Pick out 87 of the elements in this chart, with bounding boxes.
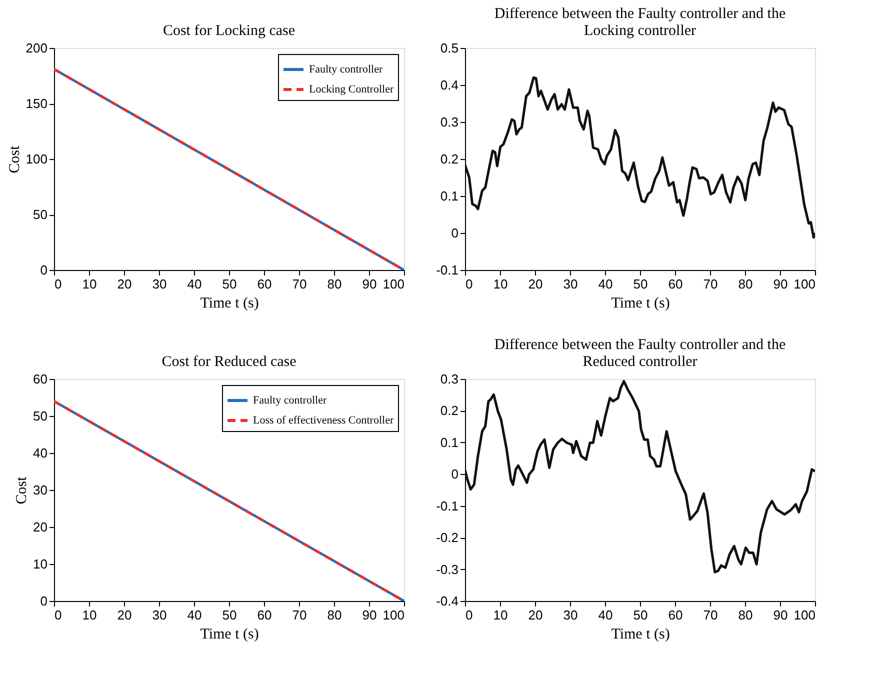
y-axis-title: Cost (6, 144, 23, 174)
y-tick-label: -0.1 (436, 262, 458, 278)
y-tick-label: 0.5 (440, 40, 458, 56)
y-tick-label: 30 (33, 482, 48, 498)
x-tick-label: 0 (54, 608, 62, 622)
y-tick-label: 0 (451, 466, 458, 482)
line-series (465, 76, 815, 239)
x-tick-label: 70 (292, 276, 307, 292)
x-tick-label: 50 (222, 608, 237, 622)
x-tick-label: 0 (466, 608, 473, 622)
chart-title: Cost for Reduced case (162, 354, 297, 370)
x-tick-label: 80 (738, 608, 753, 622)
x-tick-label: 30 (152, 608, 167, 622)
x-tick-label: 40 (598, 276, 613, 292)
y-tick-label: 50 (33, 207, 48, 222)
x-tick-label: 90 (362, 608, 377, 622)
legend-label: Faulty controller (253, 394, 327, 406)
x-tick-label: 20 (528, 276, 543, 292)
x-tick-label: 90 (362, 276, 377, 292)
y-tick-label: -0.4 (436, 594, 458, 608)
y-tick-label: -0.3 (436, 562, 458, 577)
y-tick-label: 0.3 (440, 372, 458, 386)
y-tick-label: 0.2 (440, 403, 458, 418)
x-tick-label: 100 (794, 276, 816, 292)
x-tick-label: 80 (327, 608, 342, 622)
y-tick-label: 0.4 (440, 78, 458, 92)
y-tick-label: -0.2 (436, 530, 458, 546)
y-tick-label: 100 (26, 152, 48, 166)
x-tick-label: 70 (703, 276, 718, 292)
x-tick-label: 100 (382, 276, 404, 292)
y-tick-label: 10 (33, 556, 48, 572)
x-tick-label: 20 (117, 276, 132, 292)
legend-label: Loss of effectiveness Controller (253, 414, 394, 426)
y-tick-label: 0.1 (440, 434, 458, 450)
y-tick-label: 150 (26, 96, 48, 111)
x-axis-title: Time t (s) (200, 296, 259, 312)
x-tick-label: 90 (773, 608, 788, 622)
y-tick-label: 0.2 (440, 152, 458, 166)
legend-label: Locking Controller (309, 84, 394, 96)
x-tick-label: 100 (794, 608, 816, 622)
x-tick-label: 70 (292, 608, 307, 622)
y-tick-label: 40 (33, 446, 48, 460)
x-axis-title: Time t (s) (611, 626, 670, 642)
x-tick-label: 60 (257, 608, 272, 622)
x-tick-label: 40 (187, 276, 202, 292)
y-tick-label: 50 (33, 408, 48, 424)
y-axis-title: Cost (14, 476, 30, 504)
y-tick-label: 0 (40, 594, 48, 608)
x-tick-label: 0 (54, 276, 62, 292)
x-tick-label: 20 (528, 608, 543, 622)
y-tick-label: -0.1 (436, 498, 458, 514)
y-tick-label: 0 (451, 226, 458, 240)
x-tick-label: 80 (327, 276, 342, 292)
x-tick-label: 40 (598, 608, 613, 622)
chart-title: Cost for Locking case (162, 23, 296, 39)
chart-title: Difference between the Faulty controller and the Locking controller (494, 6, 786, 39)
y-tick-label: 20 (33, 520, 48, 534)
y-tick-label: 200 (26, 40, 48, 56)
x-axis-title: Time t (s) (611, 296, 670, 312)
x-tick-label: 60 (257, 276, 272, 292)
legend-label: Faulty controller (309, 64, 383, 76)
x-tick-label: 60 (668, 276, 683, 292)
y-tick-label: 0 (40, 262, 48, 278)
x-tick-label: 50 (222, 276, 237, 292)
x-tick-label: 50 (633, 608, 648, 622)
x-tick-label: 30 (563, 276, 578, 292)
y-tick-label: 0.3 (440, 114, 458, 130)
x-axis-title: Time t (s) (200, 626, 259, 642)
x-tick-label: 10 (493, 276, 508, 292)
x-tick-label: 40 (187, 608, 202, 622)
x-tick-label: 50 (633, 276, 648, 292)
x-tick-label: 80 (738, 276, 753, 292)
y-tick-label: 60 (33, 372, 48, 386)
x-tick-label: 0 (466, 276, 473, 292)
x-tick-label: 10 (82, 276, 97, 292)
line-series (465, 380, 815, 574)
x-tick-label: 20 (117, 608, 132, 622)
x-tick-label: 30 (563, 608, 578, 622)
chart-title: Difference between the Faulty controller and the Reduced controller (494, 337, 786, 370)
x-tick-label: 10 (493, 608, 508, 622)
y-tick-label: 0.1 (440, 188, 458, 204)
x-tick-label: 60 (668, 608, 683, 622)
x-tick-label: 30 (152, 276, 167, 292)
x-tick-label: 100 (382, 608, 404, 622)
x-tick-label: 10 (82, 608, 97, 622)
x-tick-label: 90 (773, 276, 788, 292)
x-tick-label: 70 (703, 608, 718, 622)
